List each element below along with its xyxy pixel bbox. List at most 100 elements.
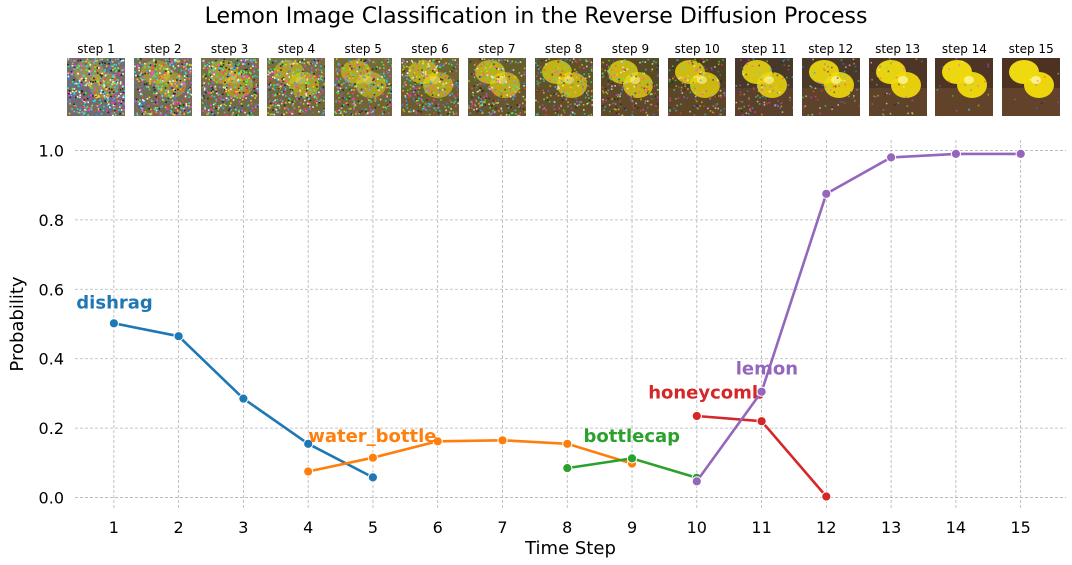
x-tick-label: 9	[627, 518, 637, 537]
series-group: dishrag water_bottle bottlecap honeycomb lem…	[76, 148, 1026, 502]
x-tick-label: 3	[238, 518, 248, 537]
thumbnail-step-13: step 13	[868, 42, 927, 116]
thumbnail-label: step 6	[411, 42, 449, 56]
data-point	[303, 466, 314, 477]
thumbnail-label: step 2	[144, 42, 182, 56]
diffusion-step-image	[200, 58, 259, 116]
x-tick-label: 7	[497, 518, 507, 537]
thumbnail-step-8: step 8	[534, 42, 593, 116]
data-point	[367, 472, 378, 483]
diffusion-step-image	[868, 58, 927, 116]
diffusion-step-image	[534, 58, 593, 116]
data-point	[821, 491, 832, 502]
x-tick-label: 12	[816, 518, 836, 537]
thumbnail-step-9: step 9	[601, 42, 660, 116]
diffusion-step-image	[801, 58, 860, 116]
x-axis-ticks: 1 2 3 4 5 6 7 8 9 10 11 12 13 14 15	[109, 518, 1031, 537]
thumbnail-step-6: step 6	[401, 42, 459, 116]
diffusion-step-image	[668, 58, 727, 116]
data-point	[756, 416, 767, 427]
series-bottlecap: bottlecap	[562, 426, 702, 483]
diffusion-step-image	[267, 58, 326, 116]
series-honeycomb: honeycomb	[648, 383, 832, 502]
x-tick-label: 1	[109, 518, 119, 537]
thumbnail-step-7: step 7	[467, 42, 526, 116]
data-point	[367, 452, 378, 463]
thumbnail-label: step 12	[808, 42, 854, 56]
data-point	[108, 318, 120, 329]
chart-title: Lemon Image Classification in the Revers…	[204, 4, 868, 29]
data-point	[821, 188, 832, 199]
y-tick-label: 0.8	[39, 211, 64, 230]
thumbnail-label: step 5	[344, 42, 382, 56]
thumbnail-step-2: step 2	[133, 42, 192, 116]
series-line	[695, 152, 1021, 483]
y-tick-label: 0.2	[39, 419, 64, 438]
y-axis-title: Probability	[7, 276, 28, 371]
series-dishrag: dishrag	[76, 292, 378, 483]
thumbnail-step-1: step 1	[67, 42, 125, 116]
thumbnail-label: step 14	[941, 42, 987, 56]
data-point	[173, 331, 184, 342]
series-label: honeycomb	[648, 383, 765, 404]
thumbnail-label: step 10	[674, 42, 720, 56]
x-tick-label: 5	[368, 518, 378, 537]
y-tick-label: 0.4	[39, 350, 64, 369]
thumbnail-step-15: step 15	[1002, 42, 1061, 116]
diffusion-step-image	[1002, 58, 1061, 116]
data-point	[303, 438, 314, 449]
data-point	[497, 435, 508, 446]
x-axis-title: Time Step	[524, 538, 616, 559]
x-tick-label: 4	[303, 518, 313, 537]
thumbnail-label: step 13	[875, 42, 921, 56]
y-tick-label: 0.6	[39, 280, 64, 299]
diffusion-step-image	[467, 58, 526, 116]
thumbnail-label: step 7	[478, 42, 516, 56]
diffusion-step-image	[133, 58, 192, 116]
data-point	[691, 476, 702, 487]
series-water-bottle: water_bottle	[303, 426, 638, 477]
x-tick-label: 6	[433, 518, 443, 537]
series-lemon: lemon	[691, 148, 1026, 487]
thumbnail-step-12: step 12	[801, 42, 860, 116]
thumbnail-label: step 8	[544, 42, 583, 56]
x-tick-label: 2	[174, 518, 184, 537]
diffusion-step-image	[735, 58, 793, 116]
data-point	[432, 436, 443, 447]
thumbnail-step-4: step 4	[267, 42, 326, 116]
data-point	[950, 148, 962, 159]
x-tick-label: 11	[751, 518, 771, 537]
diffusion-step-image	[334, 58, 393, 116]
thumbnail-label: step 11	[741, 42, 787, 56]
series-label: dishrag	[76, 292, 153, 313]
x-tick-label: 13	[881, 518, 901, 537]
data-point	[562, 438, 573, 449]
diffusion-step-image	[601, 58, 660, 116]
series-label: bottlecap	[584, 426, 681, 447]
diffusion-step-image	[935, 58, 994, 116]
thumbnail-label: step 9	[611, 42, 650, 56]
y-axis-ticks: 0.0 0.2 0.4 0.6 0.8 1.0	[39, 141, 64, 507]
data-point	[886, 152, 897, 163]
x-tick-label: 15	[1010, 518, 1030, 537]
data-point	[1015, 148, 1026, 159]
x-tick-label: 10	[687, 518, 707, 537]
thumbnail-label: step 1	[77, 42, 115, 56]
x-tick-label: 14	[946, 518, 966, 537]
thumbnail-label: step 4	[277, 42, 316, 56]
data-point	[562, 463, 573, 474]
thumbnail-step-3: step 3	[200, 42, 259, 116]
data-point	[238, 393, 249, 404]
diffusion-step-image	[67, 58, 125, 116]
data-point	[756, 386, 767, 397]
thumbnail-step-14: step 14	[935, 42, 994, 116]
thumbnail-label: step 15	[1008, 42, 1054, 56]
grid	[75, 140, 1066, 508]
series-label: lemon	[736, 358, 798, 379]
series-line	[307, 438, 633, 473]
data-point	[626, 453, 638, 464]
data-point	[691, 410, 702, 422]
y-tick-label: 0.0	[39, 489, 64, 508]
thumbnail-step-10: step 10	[668, 42, 727, 116]
